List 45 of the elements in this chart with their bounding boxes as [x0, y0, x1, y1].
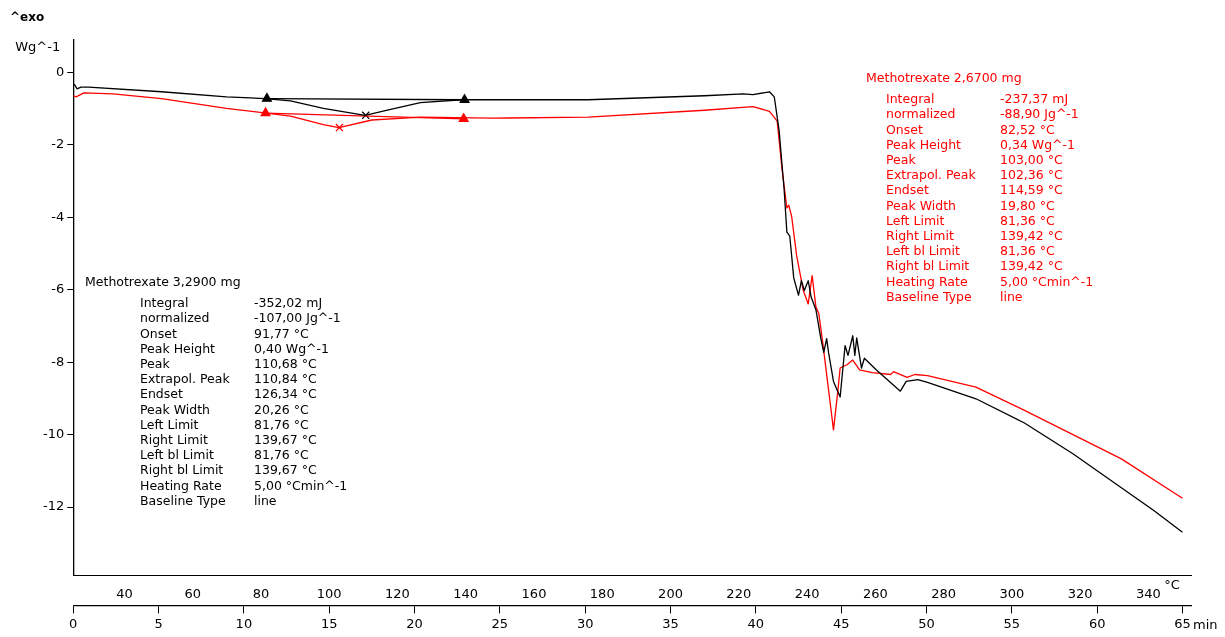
x2-tick-label: 320	[1067, 585, 1093, 601]
y-tick-label: -10	[43, 425, 65, 441]
x2-tick-label: 160	[521, 585, 547, 601]
x-tick-label: 40	[747, 615, 765, 631]
y-axis-title: Wg^-1	[15, 38, 61, 54]
x2-tick-label: 140	[453, 585, 479, 601]
x-tick-label: 0	[69, 615, 78, 631]
x2-axis-title: °C	[1164, 577, 1180, 593]
x2-tick-label: 220	[726, 585, 752, 601]
x2-tick-label: 260	[862, 585, 888, 601]
y-tick-label: -4	[51, 208, 65, 224]
x2-tick-label: 80	[252, 585, 270, 601]
x2-tick-label: 240	[794, 585, 820, 601]
x-tick-label: 20	[406, 615, 423, 631]
x2-tick-label: 280	[931, 585, 956, 601]
x-tick-label: 30	[576, 615, 594, 631]
x-tick-label: 25	[491, 615, 509, 631]
y-tick-label: 0	[55, 63, 65, 79]
x2-tick-label: 120	[385, 585, 410, 601]
x-tick-label: 60	[1088, 615, 1106, 631]
text: Integral -237,37 mJ normalized -88,90 Jg^-1 Onset 82,52 °C Peak Height 0,34 Wg^-1 Peak 103,00 °C Extrapol. Peak 102,36 °C Endset 114,59 °C Peak Width 19,80 °C Left Limit 81,36 °C Right Limit 139,42 °C Left bl Limit 81,36 °C Right bl Limit 139,42 °C Heating Rate 5,00 °Cmin^-1 Baseline Type line	[886, 91, 1094, 304]
x-axis-title: min	[1193, 616, 1218, 632]
x-tick-label: 35	[662, 615, 679, 631]
text: ^exo	[10, 10, 45, 24]
x-tick-label: 45	[832, 615, 850, 631]
x2-tick-label: 300	[999, 585, 1025, 601]
x-tick-label: 50	[918, 615, 935, 631]
x-tick-label: 10	[235, 615, 253, 631]
x-tick-label: 65	[1174, 615, 1191, 631]
text: Methotrexate 2,6700 mg	[866, 70, 1023, 86]
y-tick-label: -8	[51, 353, 65, 369]
x-tick-label: 15	[320, 615, 338, 631]
x2-tick-label: 100	[316, 585, 342, 601]
x2-tick-label: 60	[184, 585, 201, 601]
x-tick-label: 5	[154, 615, 163, 631]
x2-tick-label: 340	[1135, 585, 1161, 601]
x2-tick-label: 40	[116, 585, 133, 601]
x-tick-label: 55	[1003, 615, 1021, 631]
x2-tick-label: 180	[589, 585, 615, 601]
x2-tick-label: 200	[658, 585, 683, 601]
y-tick-label: -12	[43, 498, 65, 514]
y-tick-label: -6	[51, 281, 65, 297]
text: Methotrexate 3,2900 mg	[85, 274, 242, 290]
text: Integral -352,02 mJ normalized -107,00 Jg^-1 Onset 91,77 °C Peak Height 0,40 Wg^-1 Peak 110,68 °C Extrapol. Peak 110,84 °C Endset 126,34 °C Peak Width 20,26 °C Left Limit 81,76 °C Right Limit 139,67 °C Left bl Limit 81,76 °C Right bl Limit 139,67 °C Heating Rate 5,00 °Cmin^-1 Baseline Type line	[140, 295, 348, 508]
y-tick-label: -2	[51, 136, 65, 152]
